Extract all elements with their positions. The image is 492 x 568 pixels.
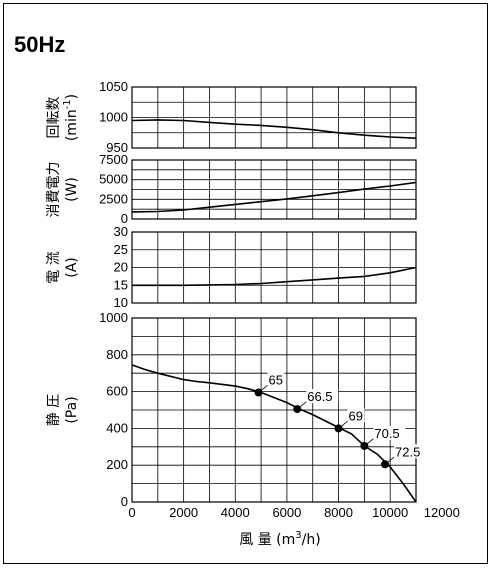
point-label-bg — [347, 408, 365, 423]
panel-static-pressure: 0 200 400 600 800 1000 静 圧 (Pa) 65 66.5 69 70.5 72.5 — [46, 310, 427, 509]
y-tick-label: 0 — [121, 211, 128, 226]
y-tick-label: 600 — [106, 384, 128, 399]
point-marker — [334, 424, 343, 433]
x-tick-label: 12000 — [424, 505, 460, 520]
y-axis-unit-main: (W) — [64, 177, 80, 202]
y-tick-label: 950 — [106, 140, 128, 155]
x-axis-title: 風 量 (m3/h) — [239, 530, 320, 548]
point-marker — [254, 388, 263, 397]
panel-border — [131, 317, 417, 503]
panel-border — [131, 86, 417, 149]
y-axis-unit: (W) — [64, 177, 80, 202]
y-tick-label: 20 — [114, 260, 128, 275]
y-axis-unit: (Pa) — [64, 396, 80, 423]
chart-panels: 950 1000 1050 回転数 (min-1) 0 2500 5000 7500 消費電力 (W… — [46, 79, 427, 509]
y-tick-label: 5000 — [99, 172, 128, 187]
point-label-bg — [306, 389, 339, 404]
y-tick-label: 400 — [106, 420, 128, 435]
y-tick-label: 1000 — [99, 310, 128, 325]
x-tick-label: 10000 — [372, 505, 408, 520]
x-tick-label: 2000 — [169, 505, 198, 520]
y-axis-title: 電 流 — [46, 251, 62, 283]
panel-current: 10 15 20 25 30 電 流 (A) — [46, 224, 417, 310]
x-axis-title-tail: /h) — [302, 532, 321, 548]
x-tick-label: 4000 — [221, 505, 250, 520]
y-tick-label: 800 — [106, 347, 128, 362]
y-axis-title: 静 圧 — [46, 394, 62, 426]
y-tick-label: 200 — [106, 457, 128, 472]
y-axis-unit-main: (Pa) — [64, 396, 80, 423]
point-label: 65 — [269, 373, 283, 388]
x-axis: 0 2000 4000 6000 8000 10000 12000 風 量 (m3/h) — [128, 505, 460, 548]
y-axis-title: 回転数 — [46, 97, 62, 139]
y-axis-unit: (A) — [64, 257, 80, 278]
point-label-bg — [373, 425, 406, 440]
y-axis-title: 消費電力 — [46, 162, 62, 218]
point-label: 70.5 — [374, 426, 399, 441]
y-axis-unit: (min-1) — [62, 94, 80, 141]
panel-power: 0 2500 5000 7500 消費電力 (W) — [46, 152, 417, 226]
panel-border — [131, 159, 417, 220]
x-tick-label: 6000 — [272, 505, 301, 520]
frequency-title: 50Hz — [14, 32, 66, 57]
series-line-power — [131, 181, 417, 213]
y-tick-label: 7500 — [99, 152, 128, 167]
y-tick-label: 2500 — [99, 191, 128, 206]
x-axis-title-main: 風 量 (m — [239, 532, 295, 548]
x-tick-label: 8000 — [324, 505, 353, 520]
x-tick-label: 0 — [128, 505, 135, 520]
series-line-speed — [131, 119, 417, 139]
y-axis-unit-main: (min — [64, 109, 80, 141]
y-tick-label: 1050 — [99, 79, 128, 94]
point-marker — [381, 460, 390, 469]
y-tick-label: 30 — [114, 224, 128, 239]
y-tick-label: 0 — [121, 494, 128, 509]
y-tick-label: 1000 — [99, 110, 128, 125]
x-axis-title-sup: 3 — [295, 530, 301, 541]
point-marker — [293, 405, 302, 414]
y-tick-label: 25 — [114, 242, 128, 257]
point-marker — [360, 441, 369, 450]
series-line-current — [132, 266, 417, 287]
point-label: 66.5 — [307, 389, 332, 404]
point-label-bg — [394, 444, 427, 459]
series-line-static-pressure — [131, 364, 417, 503]
y-tick-label: 15 — [114, 277, 128, 292]
point-label: 69 — [349, 408, 363, 423]
point-label-bg — [267, 372, 285, 387]
y-tick-label: 10 — [114, 295, 128, 310]
y-axis-unit-tail: ) — [64, 94, 80, 99]
y-axis-unit-main: (A) — [64, 257, 80, 278]
point-label: 72.5 — [395, 444, 420, 459]
panel-speed: 950 1000 1050 回転数 (min-1) — [46, 79, 417, 155]
y-axis-unit-sup: -1 — [62, 99, 73, 109]
